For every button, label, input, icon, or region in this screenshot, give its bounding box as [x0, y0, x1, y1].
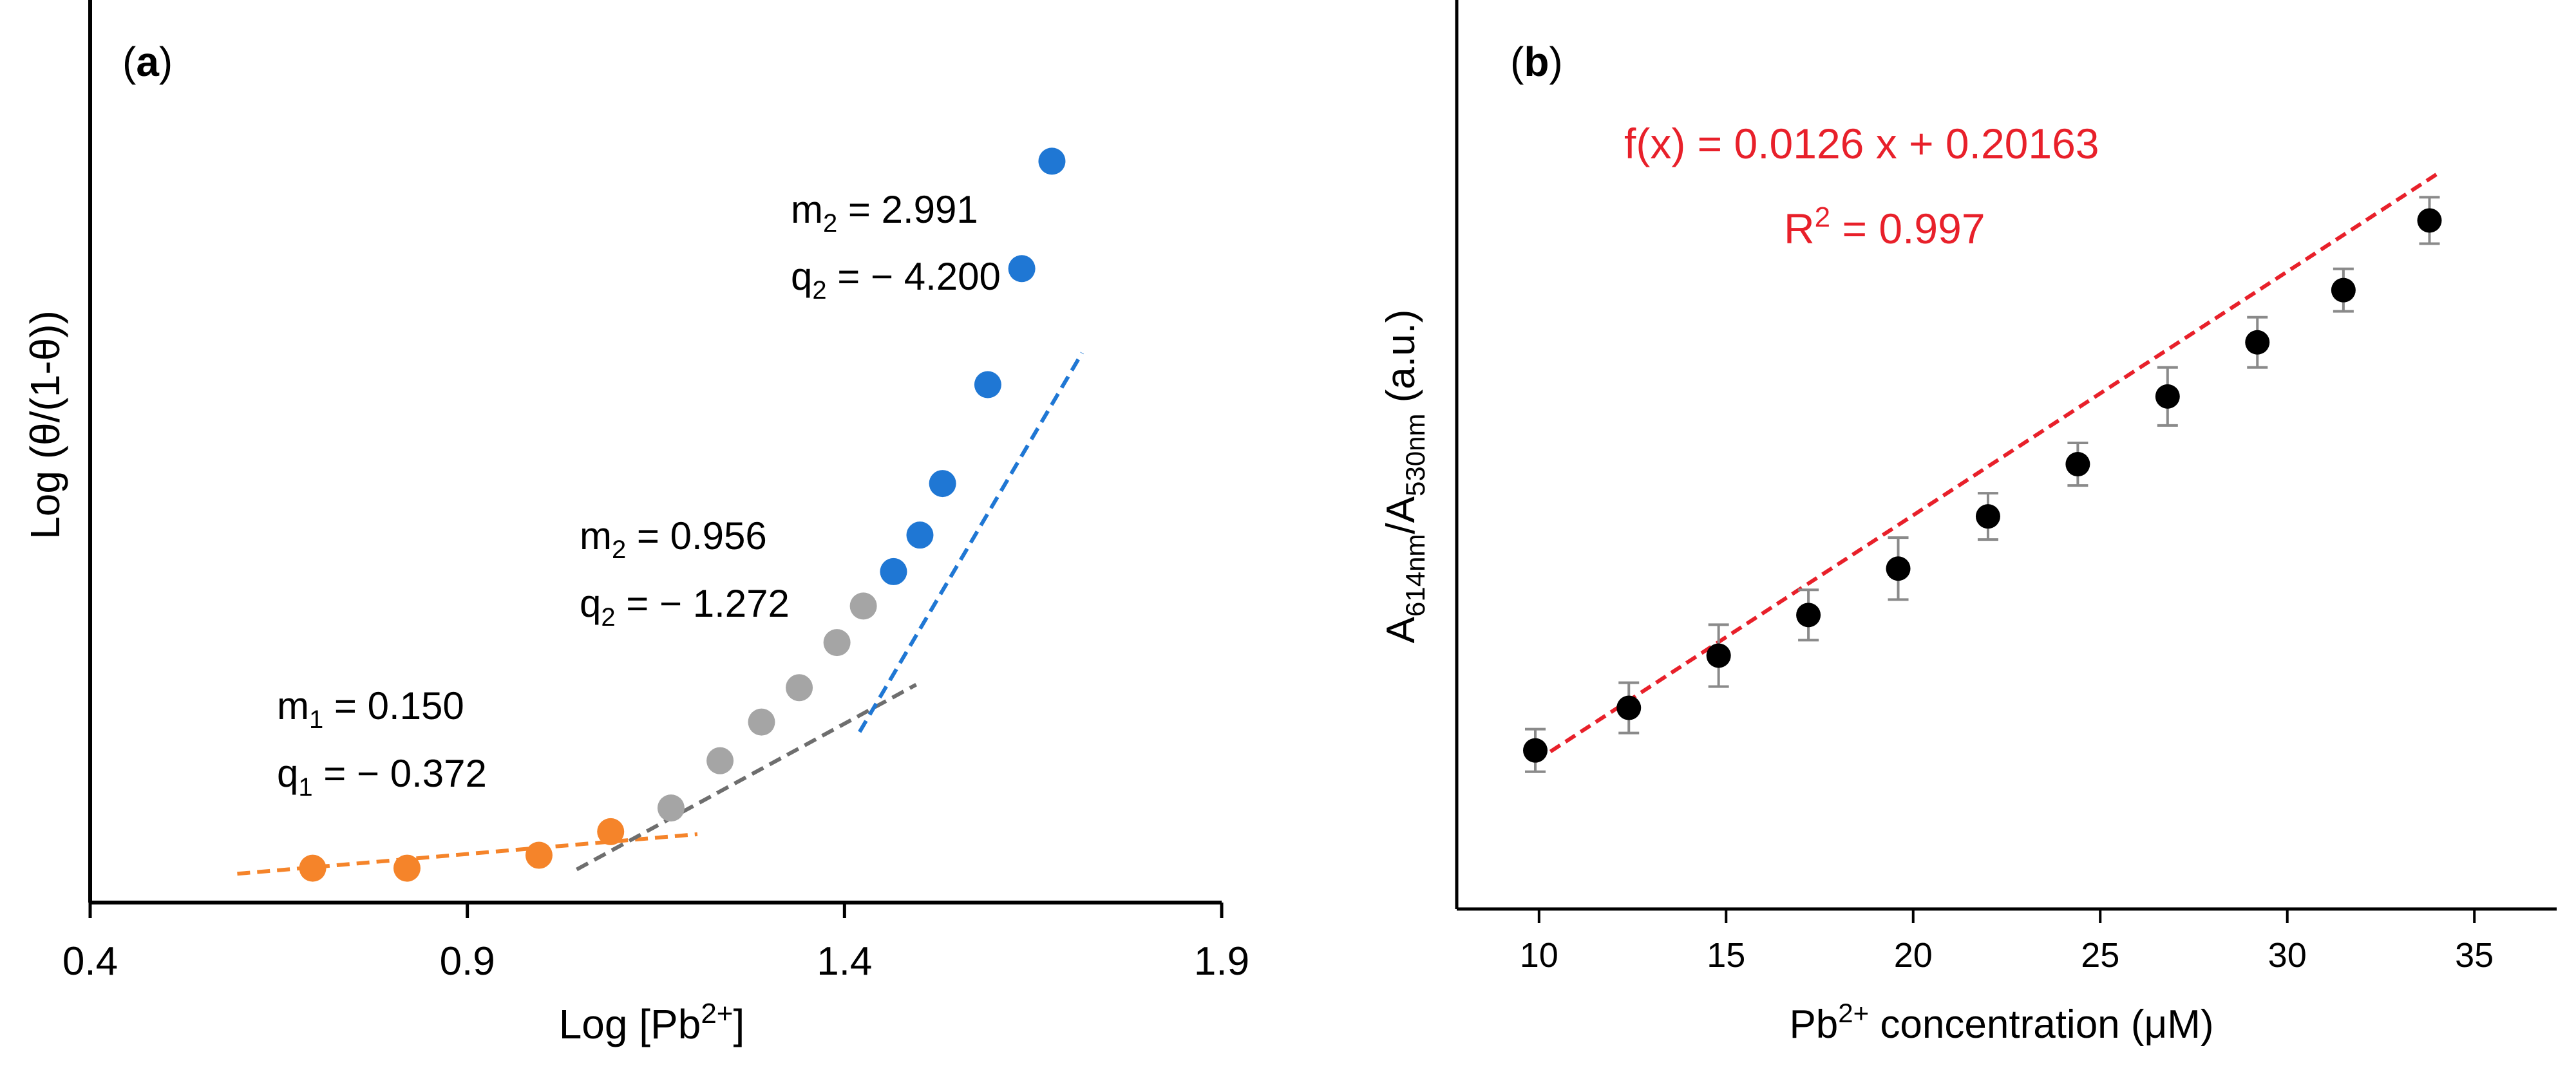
a-y-axis-title: Log (θ/(1-θ)) — [22, 310, 68, 539]
a-point-2 — [748, 708, 775, 736]
b-point — [1616, 695, 1642, 720]
a-point-3 — [880, 557, 907, 585]
b-point — [1975, 504, 2000, 529]
b-x-tick-label: 25 — [2081, 936, 2119, 975]
b-x-tick-label: 35 — [2455, 936, 2494, 975]
a-point-1 — [597, 818, 625, 845]
b-x-axis-title: Pb2+ concentration (μM) — [1789, 998, 2213, 1047]
b-x-tick-label: 10 — [1520, 936, 1558, 975]
b-point — [1886, 556, 1911, 581]
a-point-2 — [823, 629, 851, 657]
a-point-1 — [393, 854, 421, 882]
a-fit-line-1 — [237, 832, 698, 876]
a-point-2 — [849, 592, 877, 620]
a-intercept-label-1: q1 = − 0.372 — [277, 752, 487, 801]
b-point — [2417, 208, 2442, 233]
b-panel-label: (b) — [1510, 39, 1563, 85]
b-x-tick-label: 20 — [1894, 936, 1933, 975]
b-x-tick-label: 15 — [1707, 936, 1745, 975]
b-fit-line — [1534, 172, 2438, 764]
a-panel-label: (a) — [122, 39, 173, 85]
a-point-3 — [929, 470, 956, 498]
b-point — [1523, 738, 1548, 763]
a-point-2 — [786, 674, 813, 702]
b-point — [1796, 603, 1821, 628]
a-x-tick-label: 0.9 — [440, 939, 495, 984]
a-slope-label-1: m1 = 0.150 — [277, 684, 464, 734]
a-x-tick-label: 1.4 — [817, 939, 872, 984]
a-x-tick-label: 0.4 — [62, 939, 118, 984]
a-fit-line-2 — [576, 682, 918, 872]
b-point — [2245, 330, 2270, 355]
a-x-tick-label: 1.9 — [1194, 939, 1249, 984]
b-r-squared: R2 = 0.997 — [1784, 201, 1985, 252]
a-slope-label-2: m2 = 0.956 — [580, 514, 767, 564]
a-intercept-label-3: q2 = − 4.200 — [791, 255, 1001, 304]
b-x-tick-label: 30 — [2268, 936, 2307, 975]
a-point-2 — [657, 794, 685, 822]
chart-panel-b: 10 15 20 25 30 35 (b) f(x) = 0.0126 x + 0.201… — [1379, 0, 2557, 1047]
a-point-1 — [299, 854, 327, 882]
a-point-2 — [706, 747, 734, 774]
b-point — [2065, 452, 2090, 477]
a-x-axis-title: Log [Pb2+] — [559, 998, 745, 1047]
a-point-3 — [906, 521, 934, 549]
b-point — [2331, 277, 2356, 303]
b-fit-equation: f(x) = 0.0126 x + 0.20163 — [1624, 120, 2099, 167]
a-intercept-label-2: q2 = − 1.272 — [580, 582, 790, 632]
a-point-1 — [525, 841, 553, 869]
chart-panel-a: 0.4 0.9 1.4 1.9 (a) m1 = 0.150 q1 = − 0.372… — [22, 0, 1249, 1047]
a-point-3 — [1008, 255, 1036, 283]
a-fit-line-3 — [858, 351, 1084, 733]
a-point-3 — [1038, 147, 1066, 175]
b-point — [1706, 643, 1731, 668]
b-point — [2155, 384, 2180, 409]
a-point-3 — [974, 371, 1001, 398]
a-slope-label-3: m2 = 2.991 — [791, 188, 978, 238]
b-y-axis-title: A614nm/A530nm (a.u.) — [1379, 310, 1430, 644]
